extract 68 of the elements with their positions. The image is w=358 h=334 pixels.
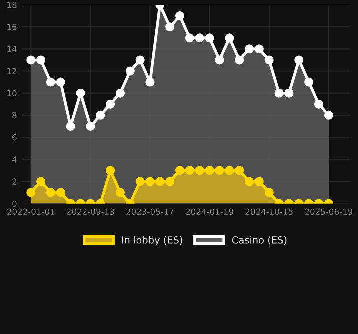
x-tick-label: 2022-01-01: [8, 208, 55, 216]
point: [136, 177, 145, 186]
x-tick-label: 2025-06-19: [305, 208, 353, 216]
point: [66, 122, 76, 131]
y-tick-label: 14: [8, 46, 17, 52]
point: [215, 166, 224, 176]
point: [106, 166, 116, 176]
y-tick-label: 10: [8, 90, 17, 97]
point: [126, 66, 135, 76]
legend-label: In lobby (ES): [122, 236, 182, 246]
point: [215, 56, 224, 65]
point: [146, 78, 155, 87]
point: [225, 34, 234, 43]
point: [185, 34, 194, 43]
y-tick-label: 6: [12, 134, 17, 141]
y-tick-label: 4: [12, 156, 17, 163]
point: [46, 78, 56, 87]
point: [324, 110, 334, 120]
point: [205, 34, 214, 43]
point: [294, 56, 304, 65]
point: [56, 188, 66, 198]
point: [86, 122, 96, 131]
point: [56, 78, 66, 87]
legend-label: Casino (ES): [232, 236, 287, 246]
point: [76, 88, 86, 98]
point: [195, 166, 204, 176]
point: [244, 177, 254, 186]
point: [116, 188, 125, 198]
point: [96, 110, 106, 120]
point: [176, 12, 185, 21]
point: [254, 177, 264, 186]
y-tick-label: 12: [8, 68, 16, 74]
point: [26, 56, 36, 65]
point: [254, 44, 264, 54]
point: [166, 22, 175, 32]
y-tick-label: 0: [12, 200, 17, 208]
point: [235, 166, 244, 176]
point: [166, 177, 175, 186]
point: [244, 44, 254, 54]
x-tick-label: 2022-09-13: [67, 208, 114, 216]
point: [274, 88, 284, 98]
point: [156, 177, 165, 186]
point: [176, 166, 185, 176]
point: [235, 56, 244, 65]
point: [195, 34, 204, 43]
point: [116, 88, 125, 98]
y-tick-label: 16: [8, 24, 17, 30]
point: [225, 166, 234, 176]
x-tick-label: 2024-01-19: [186, 208, 234, 216]
y-tick-label: 18: [8, 2, 17, 8]
point: [264, 56, 274, 65]
point: [304, 78, 314, 87]
point: [314, 100, 324, 109]
point: [106, 100, 116, 109]
point: [36, 177, 46, 186]
point: [146, 177, 155, 186]
point: [205, 166, 214, 176]
x-tick-label: 2024-10-15: [246, 208, 293, 216]
x-tick-label: 2023-05-17: [126, 208, 174, 216]
point: [284, 88, 294, 98]
y-tick-label: 2: [12, 178, 16, 185]
point: [36, 56, 46, 65]
point: [264, 188, 274, 198]
point: [185, 166, 194, 176]
point: [26, 188, 36, 198]
point: [46, 188, 56, 198]
point: [136, 56, 145, 65]
y-tick-label: 8: [12, 112, 17, 119]
